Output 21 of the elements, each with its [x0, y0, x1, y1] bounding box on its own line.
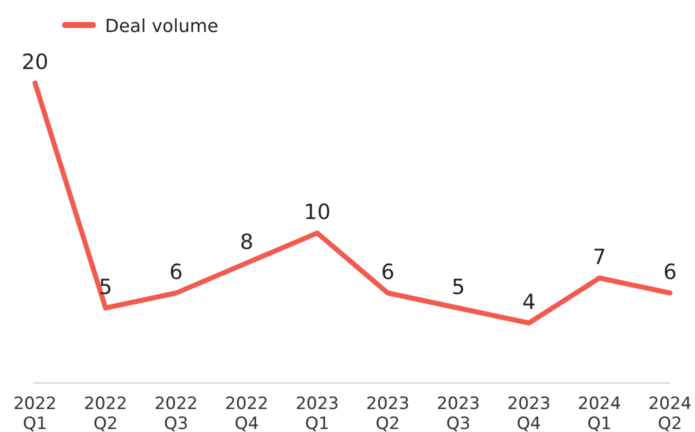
- data-label: 6: [169, 260, 183, 284]
- x-tick-label: 2022 Q1: [13, 394, 57, 432]
- legend-label: Deal volume: [105, 16, 218, 37]
- data-label: 20: [22, 50, 48, 74]
- data-label: 4: [522, 290, 536, 314]
- x-tick-label: 2024 Q2: [648, 394, 692, 432]
- data-label: 5: [98, 275, 112, 299]
- x-tick-label: 2022 Q3: [154, 394, 198, 432]
- data-label: 10: [304, 200, 331, 224]
- data-label: 5: [452, 275, 466, 299]
- x-tick-label: 2023 Q4: [507, 394, 551, 432]
- x-tick-label: 2024 Q1: [578, 394, 622, 432]
- data-label: 7: [592, 245, 606, 269]
- x-tick-label: 2023 Q2: [366, 394, 410, 432]
- x-tick-label: 2023 Q3: [436, 394, 480, 432]
- data-label: 8: [240, 230, 254, 254]
- data-label: 6: [381, 260, 394, 284]
- data-label: 6: [663, 260, 677, 284]
- x-tick-label: 2022 Q4: [225, 394, 268, 432]
- x-tick-label: 2022 Q2: [84, 394, 128, 432]
- x-tick-label: 2023 Q1: [296, 394, 339, 432]
